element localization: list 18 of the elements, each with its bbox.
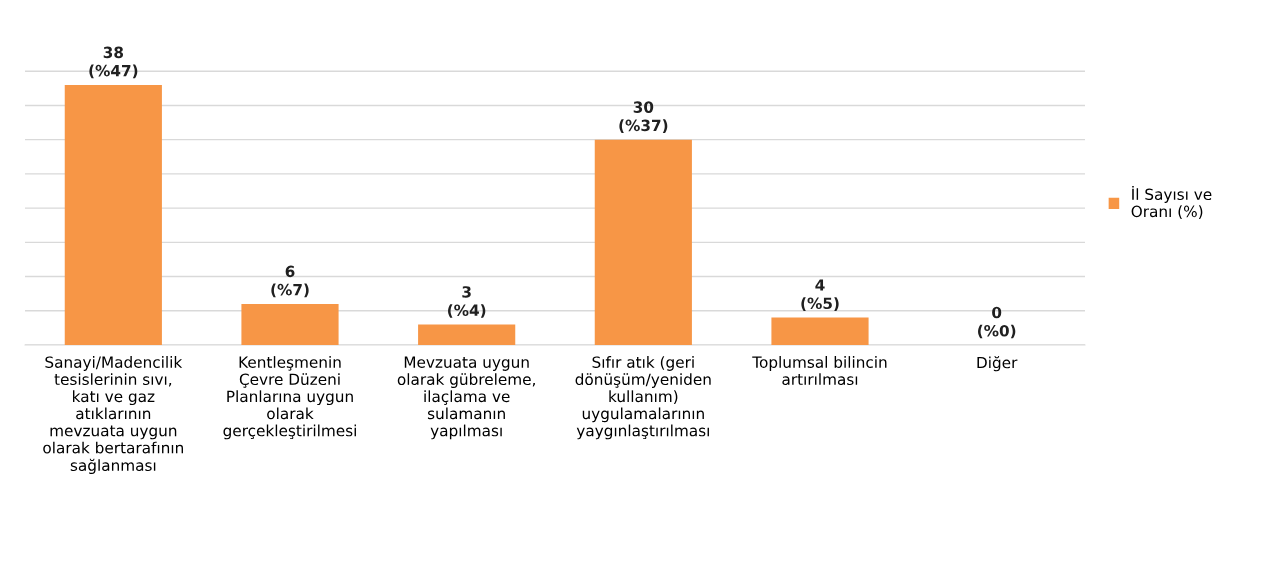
data-label: 30 (%37) bbox=[619, 101, 668, 133]
data-label: 6 (%7) bbox=[271, 265, 309, 298]
x-tick-label: Sanayi/Madencilik tesislerinin sıvı, katı ve gaz atıklarının mevzuata uygun olarak bertarafının sağlanması bbox=[43, 356, 183, 475]
bar bbox=[64, 84, 162, 345]
bar bbox=[418, 324, 516, 345]
data-label: 4 (%5) bbox=[801, 279, 839, 311]
x-tick-label: Diğer bbox=[977, 356, 1018, 372]
data-label: 3 (%4) bbox=[448, 286, 486, 318]
data-label: 38 (%47) bbox=[89, 46, 138, 79]
data-label: 0 (%0) bbox=[978, 306, 1016, 339]
x-tick-label: Kentleşmenin Çevre Düzeni Planlarına uygun olarak gerçekleştirilmesi bbox=[223, 356, 356, 440]
bar bbox=[241, 303, 339, 345]
bar bbox=[771, 317, 869, 345]
x-tick-label: Mevzuata uygun olarak gübreleme, ilaçlama ve sulamanın yapılması bbox=[397, 356, 535, 440]
x-tick-label: Sıfır atık (geri dönüşüm/yeniden kullanım) uygulamalarının yaygınlaştırılması bbox=[575, 356, 711, 440]
legend-label: İl Sayısı ve Oranı (%) bbox=[1131, 185, 1212, 219]
x-tick-label: Toplumsal bilincin artırılması bbox=[752, 356, 887, 386]
bar bbox=[594, 139, 692, 345]
